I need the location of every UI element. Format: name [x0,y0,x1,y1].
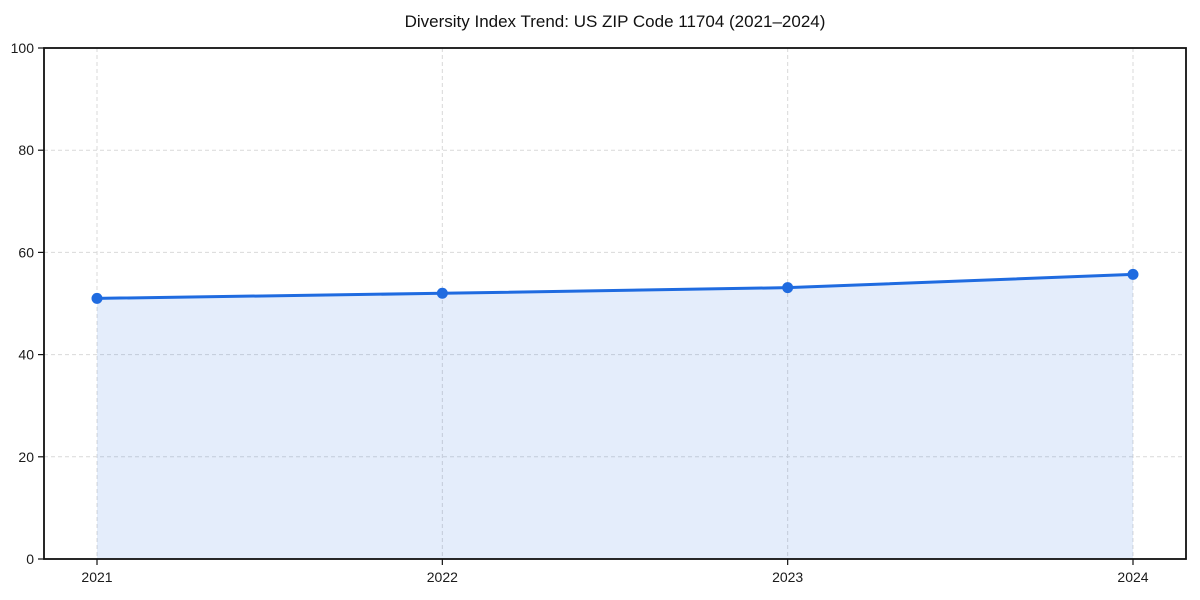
chart-title: Diversity Index Trend: US ZIP Code 11704… [404,12,826,31]
x-tick-label: 2022 [427,569,458,585]
x-tick-label: 2024 [1117,569,1148,585]
x-tick-label: 2021 [81,569,112,585]
y-tick-label: 60 [18,244,34,260]
y-tick-label: 40 [18,347,34,363]
area-fill [97,274,1133,559]
y-tick-label: 0 [26,551,34,567]
plot-border [43,47,1187,560]
data-point-2024 [1127,268,1139,280]
data-point-2023 [782,282,794,294]
x-tick-label: 2023 [772,569,803,585]
data-point-2021 [91,292,103,304]
y-tick-label: 100 [11,40,35,56]
y-tick-label: 20 [18,449,34,465]
y-tick-label: 80 [18,142,34,158]
data-point-2022 [436,287,448,299]
trend-line [95,272,1135,300]
